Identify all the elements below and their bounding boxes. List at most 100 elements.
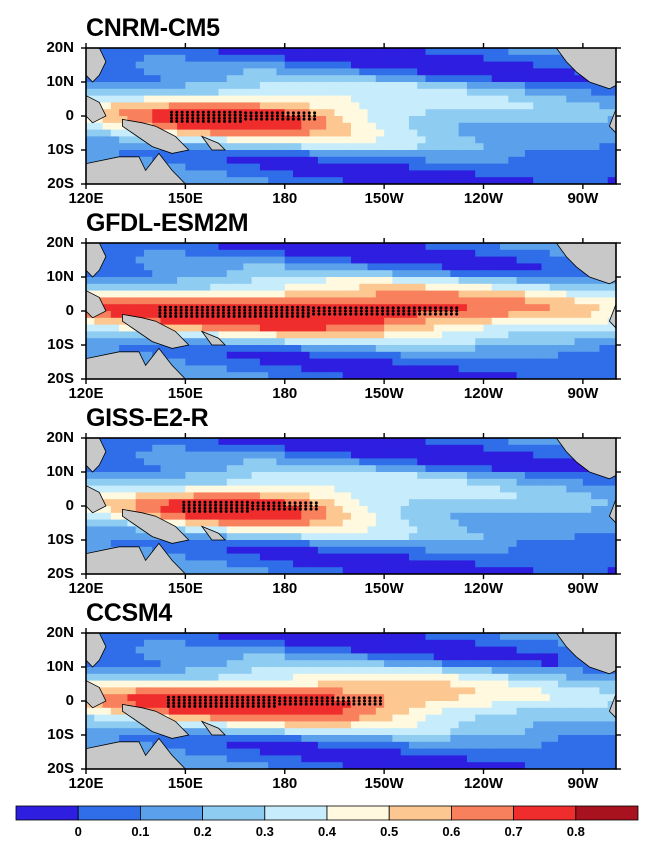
colorbar-segment [202,805,266,821]
land-mass [608,694,616,769]
colorbar-label: 0.6 [442,824,461,839]
lat-tick-label: 10S [47,531,74,548]
lon-tick-label: 120E [68,190,104,207]
lon-tick-label: 150E [167,580,203,597]
land-mass [86,542,186,574]
significance-dots [170,110,317,123]
lat-tick-label: 10N [46,658,74,675]
lat-tick-label: 20S [47,565,74,582]
lon-tick-label: 180 [272,385,298,402]
lon-tick-label: 120E [68,385,104,402]
land-mass [122,313,190,349]
lat-tick-label: 20N [46,39,74,56]
significance-dots [182,500,318,513]
lon-tick-label: 180 [272,190,298,207]
lon-tick-label: 150W [364,385,404,402]
lon-tick-label: 180 [272,580,298,597]
colorbar-label: 0.8 [566,824,585,839]
colorbar-label: 0.7 [504,824,523,839]
land-mass [122,508,190,544]
colorbar-label: 0.2 [193,824,212,839]
land-mass [200,330,227,346]
lon-tick-label: 120W [463,190,504,207]
colorbar-segment [77,805,141,821]
land-mass [555,633,616,675]
lat-tick-label: 10N [46,268,74,285]
panel-title: CNRM-CM5 [86,14,220,42]
colorbar-segment [575,805,639,821]
lon-tick-label: 90W [567,580,599,597]
lon-tick-label: 120E [68,775,104,792]
lon-tick-label: 150W [364,775,404,792]
lat-tick-label: 20S [47,175,74,192]
lon-tick-label: 150E [167,385,203,402]
colorbar-segment [388,805,452,821]
lon-tick-label: 120W [463,580,504,597]
panel-title: CCSM4 [86,599,173,627]
lat-tick-label: 20N [46,234,74,251]
colorbar-segment [326,805,390,821]
land-mass [86,243,107,278]
lat-tick-label: 20S [47,760,74,777]
lon-tick-label: 120E [68,580,104,597]
colorbar-label: 0.4 [317,824,337,839]
land-mass [86,290,107,319]
land-mass [86,438,107,473]
lat-tick-label: 0 [65,497,74,514]
colorbar-segment [513,805,577,821]
lat-tick-label: 0 [65,692,74,709]
land-mass [555,243,616,285]
colorbar-label: 0 [74,824,82,839]
lon-tick-label: 150W [364,190,404,207]
panel-title: GFDL-ESM2M [86,209,249,237]
lon-tick-label: 180 [272,775,298,792]
lat-tick-label: 10S [47,726,74,743]
map-panel [81,43,621,189]
colorbar-label: 0.5 [380,824,399,839]
colorbar-segment [264,805,328,821]
lat-tick-label: 20N [46,624,74,641]
lat-tick-label: 20S [47,370,74,387]
lon-tick-label: 120W [463,385,504,402]
land-mass [608,499,616,574]
land-mass [86,95,107,124]
map-panel [81,238,621,384]
land-mass [608,109,616,184]
lat-tick-label: 0 [65,302,74,319]
lat-tick-label: 0 [65,107,74,124]
land-mass [122,118,190,154]
colorbar-label: 0.1 [131,824,150,839]
colorbar-label: 0.3 [255,824,274,839]
significance-dots [158,305,459,318]
lon-tick-label: 150E [167,775,203,792]
land-mass [86,485,107,514]
land-mass [86,737,186,769]
land-mass [608,304,616,379]
lon-tick-label: 150W [364,580,404,597]
map-panel [81,433,621,579]
lat-tick-label: 20N [46,429,74,446]
map-panel [81,628,621,774]
land-mass [86,48,107,83]
colorbar-segment [450,805,514,821]
colorbar [15,805,639,821]
land-mass [86,633,107,668]
land-mass [122,703,190,739]
significance-dots [166,695,382,708]
colorbar-segment [139,805,203,821]
lat-tick-label: 10N [46,73,74,90]
panel-title: GISS-E2-R [86,404,209,432]
colorbar-segment [15,805,79,821]
lon-tick-label: 90W [567,775,599,792]
land-mass [200,720,227,736]
land-mass [200,525,227,541]
lat-tick-label: 10S [47,141,74,158]
lat-tick-label: 10N [46,463,74,480]
land-mass [555,48,616,90]
lon-tick-label: 90W [567,190,599,207]
lon-tick-label: 120W [463,775,504,792]
lon-tick-label: 150E [167,190,203,207]
land-mass [86,347,186,379]
land-mass [86,680,107,709]
